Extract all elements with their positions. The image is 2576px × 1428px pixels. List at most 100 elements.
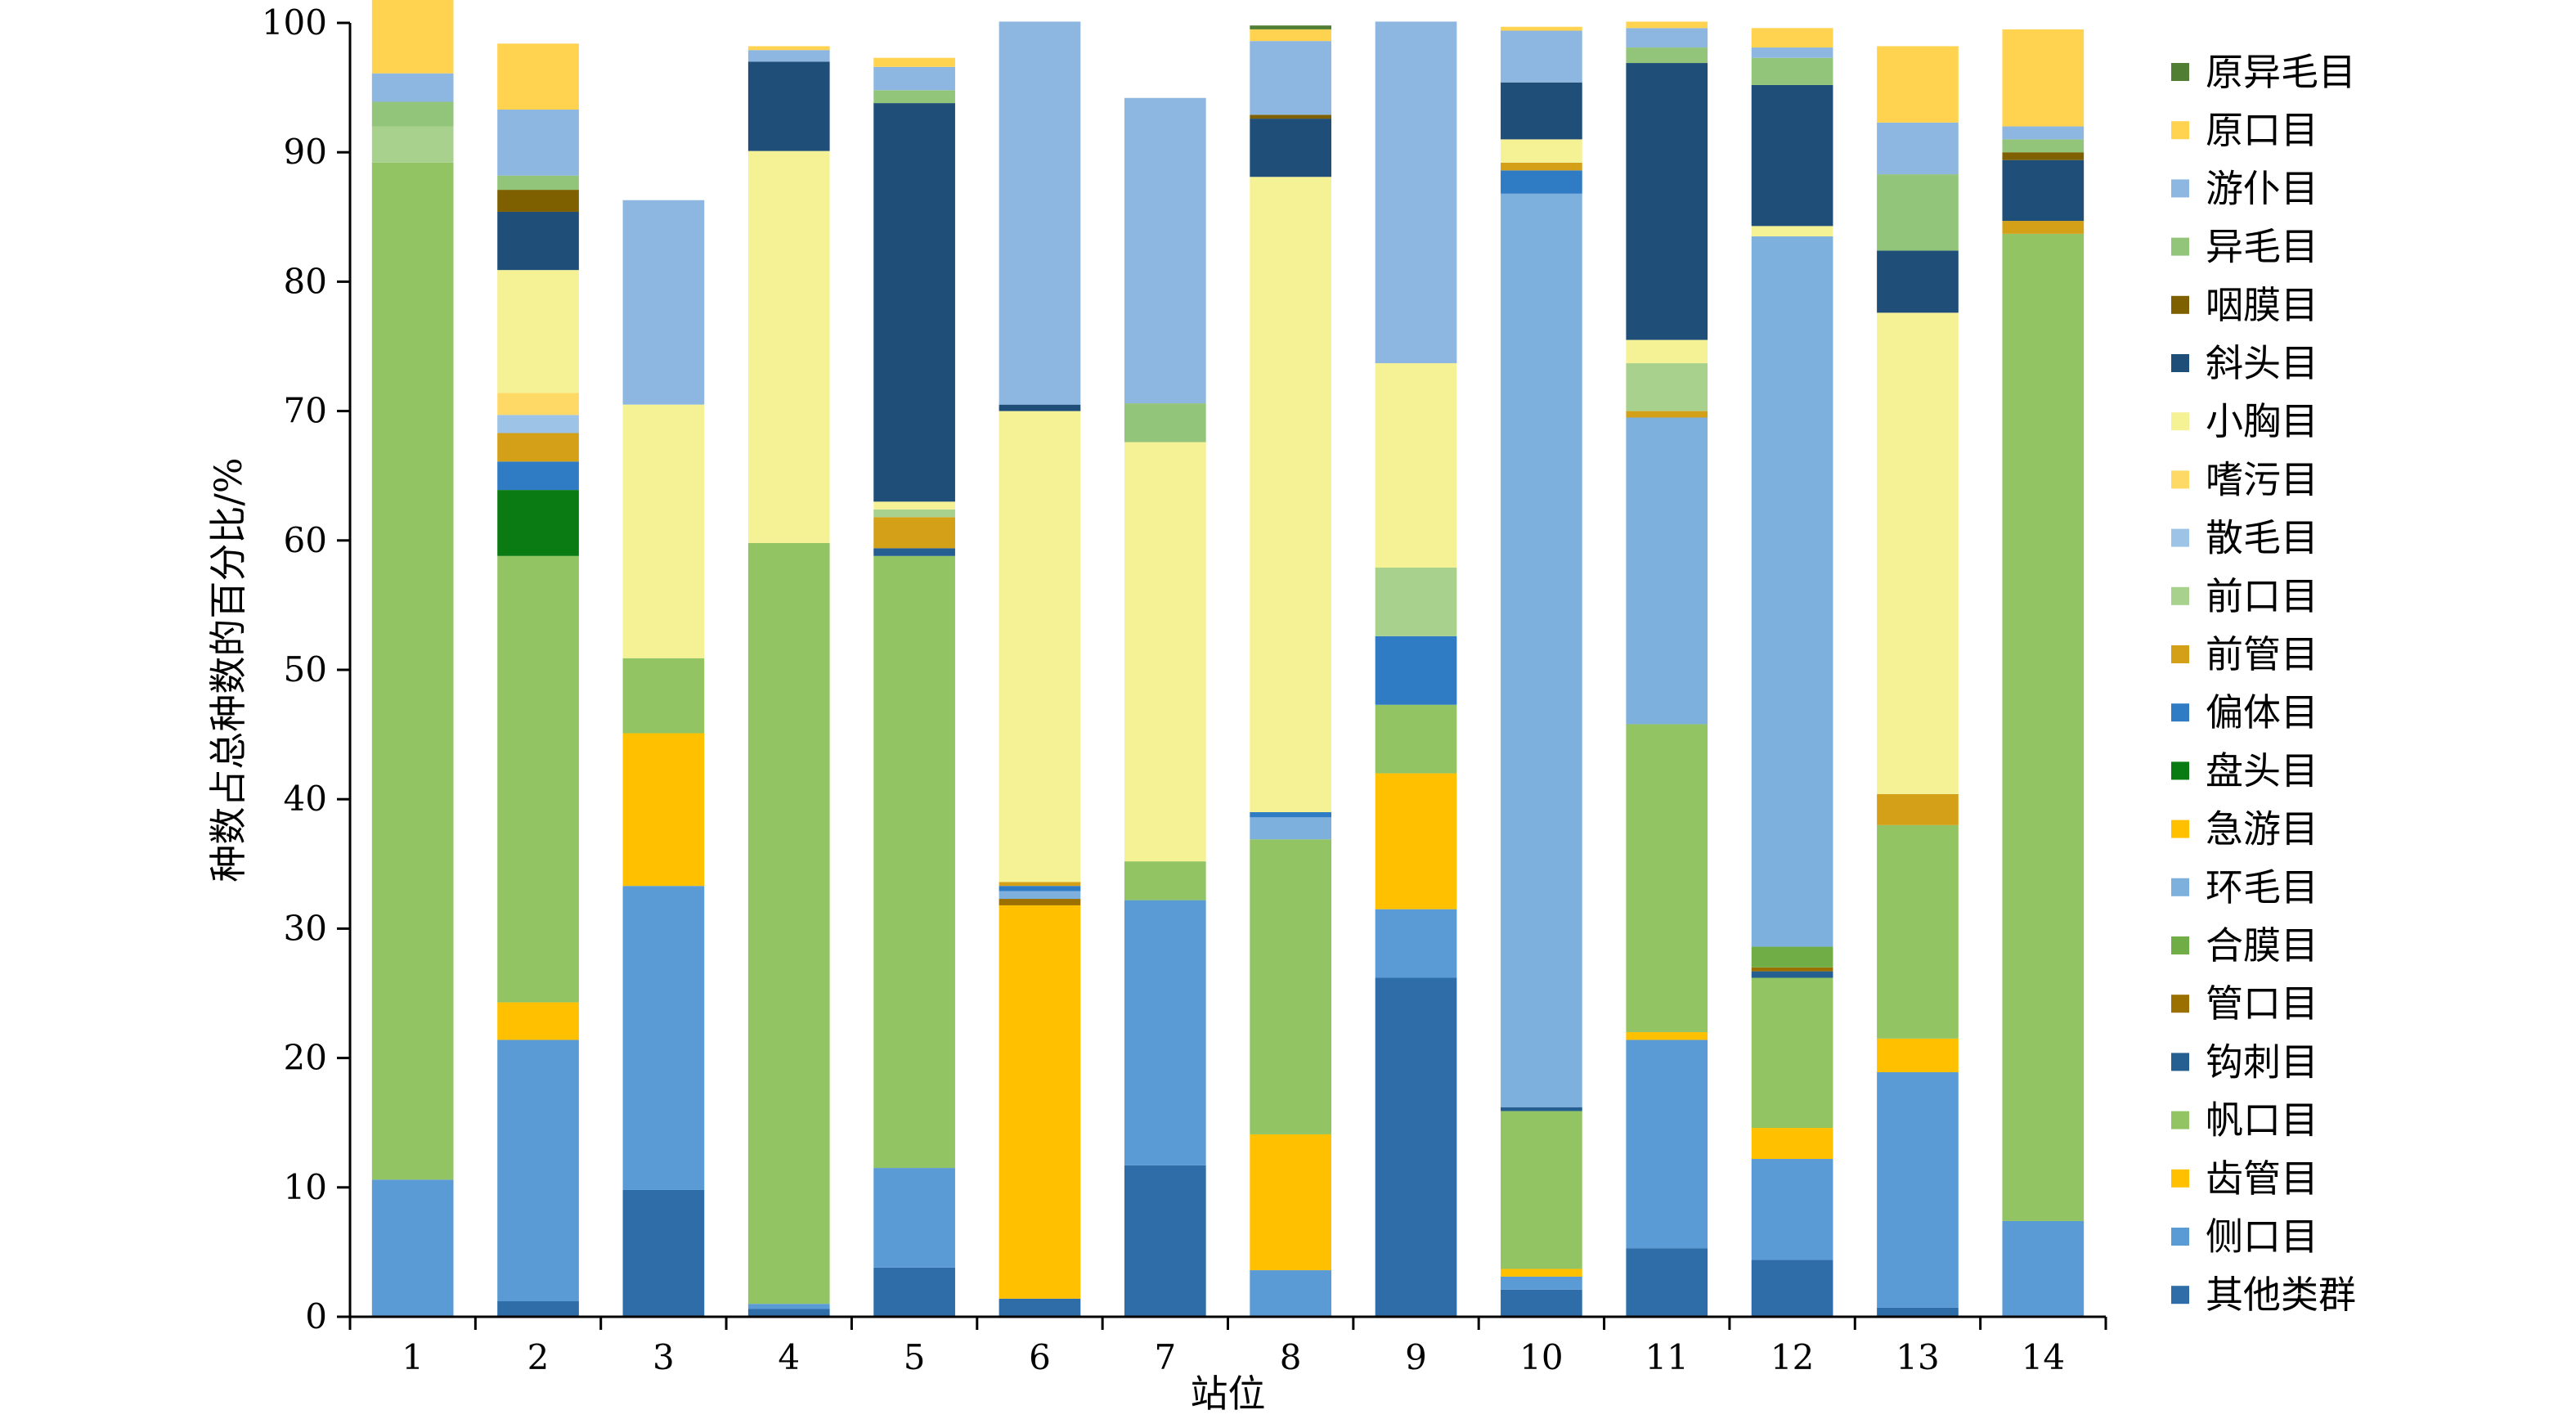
legend-swatch [2171, 528, 2189, 547]
bar-segment-station-13-series-11 [1877, 793, 1959, 825]
bar-segment-station-12-series-18 [1751, 57, 1833, 85]
bar-segment-station-12-series-0 [1751, 1260, 1833, 1317]
bar-segment-station-3-series-0 [622, 1189, 705, 1317]
bar-segment-station-2-series-13 [497, 415, 579, 433]
bar-segment-station-7-series-15 [1124, 442, 1206, 862]
legend-label: 其他类群 [2206, 1273, 2356, 1317]
bar-segment-station-4-series-1 [747, 1304, 830, 1309]
bar-segment-station-5-series-12 [873, 509, 955, 518]
legend-swatch [2171, 121, 2189, 140]
bar-segment-station-7-series-3 [1124, 861, 1206, 900]
bar-segment-station-14-series-19 [2002, 126, 2085, 140]
bar-segment-station-8-series-3 [1250, 839, 1332, 1134]
bar-segment-station-6-series-15 [999, 411, 1081, 882]
legend-swatch [2171, 470, 2189, 489]
bar-segment-station-10-series-15 [1501, 139, 1582, 163]
legend-label: 环毛目 [2206, 865, 2318, 909]
legend-label: 游仆目 [2206, 166, 2318, 210]
bar-segment-station-12-series-15 [1751, 226, 1833, 237]
bar-segment-station-12-series-3 [1751, 977, 1833, 1129]
bar-segment-station-10-series-2 [1501, 1269, 1582, 1277]
bar-segment-station-11-series-7 [1626, 417, 1708, 725]
x-tick-label: 5 [904, 1337, 926, 1377]
bar-segment-station-11-series-15 [1626, 339, 1708, 364]
bar-segment-station-5-series-1 [873, 1168, 955, 1268]
bar-segment-station-4-series-0 [747, 1309, 830, 1317]
y-tick-label: 20 [284, 1038, 327, 1078]
legend-swatch [2171, 995, 2189, 1013]
x-ticks: 1 2 3 4 5 6 7 8 9 10 11 12 13 14 [348, 1317, 2107, 1377]
legend-swatch [2171, 645, 2189, 663]
x-tick-label: 9 [1405, 1337, 1427, 1377]
bar-segment-station-1-series-12 [371, 126, 454, 163]
x-tick-label: 1 [402, 1337, 424, 1377]
bar-segment-station-12-series-20 [1751, 28, 1833, 48]
legend-swatch [2171, 878, 2189, 896]
bar-segment-station-1-series-18 [371, 101, 454, 127]
bar-segment-station-2-series-9 [497, 490, 579, 556]
bar-segment-station-14-series-18 [2002, 139, 2085, 153]
bar-segment-station-6-series-10 [999, 886, 1081, 891]
bar-segment-station-10-series-16 [1501, 82, 1582, 140]
bar-segment-station-5-series-18 [873, 90, 955, 104]
x-tick-label: 2 [527, 1337, 550, 1377]
bar-segment-station-10-series-20 [1501, 26, 1582, 31]
bar-segment-station-8-series-7 [1250, 817, 1332, 840]
bar-segment-station-14-series-20 [2002, 29, 2085, 127]
bar-segment-station-5-series-3 [873, 555, 955, 1169]
legend-swatch [2171, 820, 2189, 838]
bar-segment-station-11-series-20 [1626, 21, 1708, 29]
bar-segment-station-8-series-21 [1250, 25, 1332, 29]
x-tick-label: 12 [1770, 1337, 1814, 1377]
axes-group [348, 23, 2106, 1318]
x-axis-title: 站位 [1191, 1372, 1266, 1416]
x-tick-label: 7 [1154, 1337, 1176, 1377]
bars-group [371, 0, 2085, 1317]
bar-segment-station-2-series-16 [497, 211, 579, 271]
bar-segment-station-6-series-16 [999, 404, 1081, 411]
legend-swatch [2171, 936, 2189, 954]
legend-label: 异毛目 [2206, 225, 2318, 269]
x-tick-label: 13 [1896, 1337, 1939, 1377]
legend-label: 斜头目 [2206, 341, 2318, 385]
bar-segment-station-2-series-15 [497, 270, 579, 393]
legend-swatch [2171, 1228, 2189, 1246]
bar-segment-station-9-series-1 [1375, 909, 1457, 978]
bar-segment-station-5-series-19 [873, 66, 955, 91]
legend-swatch [2171, 1286, 2189, 1305]
bar-segment-station-11-series-12 [1626, 363, 1708, 411]
bar-segment-station-2-series-10 [497, 461, 579, 491]
bar-segment-station-3-series-15 [622, 404, 705, 658]
legend-label: 齿管目 [2206, 1156, 2318, 1201]
legend-swatch [2171, 354, 2189, 372]
legend-label: 前口目 [2206, 574, 2318, 618]
y-tick-label: 90 [284, 132, 327, 172]
bar-segment-station-8-series-16 [1250, 119, 1332, 177]
bar-segment-station-10-series-4 [1501, 1107, 1582, 1111]
bar-segment-station-2-series-14 [497, 393, 579, 415]
legend-label: 侧口目 [2206, 1215, 2318, 1259]
y-tick-label: 100 [262, 2, 327, 43]
bar-segment-station-8-series-2 [1250, 1134, 1332, 1271]
bar-segment-station-11-series-18 [1626, 47, 1708, 64]
bar-segment-station-14-series-3 [2002, 233, 2085, 1221]
legend-label: 钩刺目 [2206, 1040, 2318, 1084]
y-tick-label: 40 [284, 779, 327, 819]
bar-segment-station-6-series-19 [999, 21, 1081, 405]
legend-label: 偏体目 [2206, 690, 2318, 734]
legend-swatch [2171, 761, 2189, 780]
legend-label: 原异毛目 [2206, 50, 2356, 94]
bar-segment-station-14-series-17 [2002, 152, 2085, 160]
bar-segment-station-7-series-1 [1124, 900, 1206, 1165]
bar-segment-station-4-series-20 [747, 46, 830, 51]
legend-label: 前管目 [2206, 632, 2318, 676]
bar-segment-station-12-series-2 [1751, 1128, 1833, 1159]
bar-segment-station-11-series-2 [1626, 1031, 1708, 1040]
y-tick-label: 10 [284, 1167, 327, 1207]
bar-segment-station-4-series-16 [747, 61, 830, 151]
bar-segment-station-9-series-2 [1375, 773, 1457, 909]
bar-segment-station-9-series-10 [1375, 635, 1457, 705]
bar-segment-station-5-series-0 [873, 1267, 955, 1317]
bar-segment-station-2-series-0 [497, 1301, 579, 1317]
